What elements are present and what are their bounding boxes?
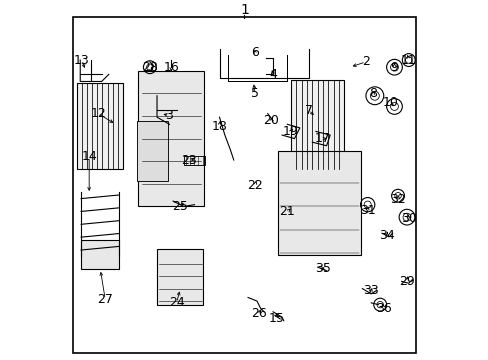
- Text: 20: 20: [263, 114, 279, 127]
- Text: 21: 21: [279, 205, 295, 218]
- FancyBboxPatch shape: [290, 80, 344, 169]
- FancyBboxPatch shape: [138, 71, 204, 206]
- Text: 23: 23: [181, 153, 197, 167]
- Text: 4: 4: [268, 68, 276, 81]
- Text: 31: 31: [359, 203, 375, 216]
- Text: 13: 13: [74, 54, 90, 67]
- Text: 2: 2: [361, 55, 369, 68]
- Text: 7: 7: [304, 104, 312, 117]
- FancyBboxPatch shape: [77, 83, 123, 169]
- Text: 14: 14: [81, 150, 97, 163]
- Text: 12: 12: [90, 107, 106, 120]
- Bar: [81, 240, 119, 269]
- Bar: [137, 121, 167, 181]
- Text: 28: 28: [142, 61, 158, 74]
- Text: 15: 15: [268, 312, 284, 325]
- Bar: [278, 151, 360, 255]
- Text: 35: 35: [314, 262, 330, 275]
- Text: 32: 32: [389, 193, 405, 206]
- Text: 36: 36: [375, 302, 391, 315]
- Text: 10: 10: [382, 96, 398, 109]
- Text: 26: 26: [250, 307, 266, 320]
- Text: 18: 18: [211, 120, 227, 132]
- Text: 8: 8: [368, 87, 376, 100]
- Bar: [157, 249, 203, 305]
- Text: 34: 34: [379, 229, 394, 242]
- Text: 3: 3: [165, 109, 173, 122]
- Text: 30: 30: [400, 212, 416, 225]
- Text: 33: 33: [363, 284, 378, 297]
- Text: 11: 11: [400, 54, 416, 67]
- Text: 22: 22: [247, 179, 263, 192]
- Text: 5: 5: [251, 87, 259, 100]
- Text: 17: 17: [314, 132, 330, 145]
- Text: 29: 29: [398, 275, 414, 288]
- Text: 16: 16: [163, 61, 179, 74]
- Text: 9: 9: [390, 61, 398, 74]
- Text: 19: 19: [283, 125, 298, 138]
- Text: 27: 27: [97, 293, 113, 306]
- Text: 25: 25: [172, 200, 188, 213]
- Text: 24: 24: [168, 296, 184, 309]
- Text: 6: 6: [251, 46, 259, 59]
- Text: 1: 1: [240, 3, 248, 17]
